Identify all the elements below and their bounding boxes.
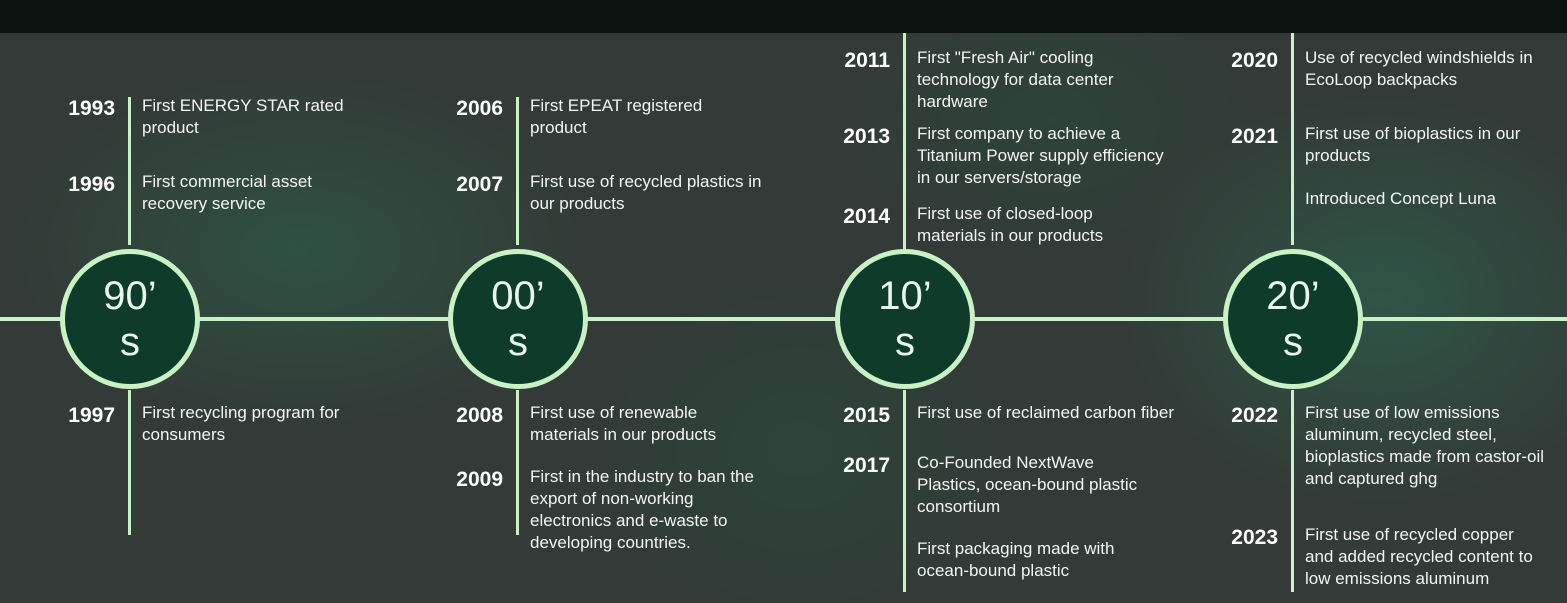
- event-line: products: [1305, 145, 1520, 167]
- event-line: First commercial asset: [142, 171, 312, 193]
- event-year: 1997: [45, 404, 115, 428]
- event-line: export of non-working: [530, 488, 754, 510]
- decade-badge: 20’s: [1223, 249, 1363, 389]
- connector: [128, 390, 131, 535]
- event-year: 2017: [820, 454, 890, 478]
- decade-badge: 10’s: [835, 249, 975, 389]
- decade-label: s: [840, 319, 970, 365]
- event-year: 2014: [820, 205, 890, 229]
- event-year: 2022: [1208, 404, 1278, 428]
- event-line: First use of recycled copper: [1305, 524, 1533, 546]
- event-line: product: [530, 117, 702, 139]
- connector: [516, 97, 519, 245]
- event-line: developing countries.: [530, 532, 754, 554]
- decade-label: 10’: [840, 273, 970, 319]
- event-line: EcoLoop backpacks: [1305, 69, 1533, 91]
- event-line: product: [142, 117, 344, 139]
- event-line: consumers: [142, 424, 339, 446]
- decade-label: s: [453, 319, 583, 365]
- event-line: and captured ghg: [1305, 468, 1544, 490]
- event-line: recovery service: [142, 193, 312, 215]
- event-line: electronics and e-waste to: [530, 510, 754, 532]
- event-line: First in the industry to ban the: [530, 466, 754, 488]
- event-year: 2007: [433, 173, 503, 197]
- event-year: 2008: [433, 404, 503, 428]
- event-line: Titanium Power supply efficiency: [917, 145, 1164, 167]
- decade-badge: 90’s: [60, 249, 200, 389]
- event-line: and added recycled content to: [1305, 546, 1533, 568]
- decade-label: s: [1228, 319, 1358, 365]
- event-line: Use of recycled windshields in: [1305, 47, 1533, 69]
- connector: [1291, 390, 1294, 592]
- event-year: 2015: [820, 404, 890, 428]
- event-line: First use of reclaimed carbon fiber: [917, 402, 1174, 424]
- event-line: First use of closed-loop: [917, 203, 1103, 225]
- event-line: Introduced Concept Luna: [1305, 188, 1496, 210]
- connector: [903, 33, 906, 250]
- connector: [903, 390, 906, 592]
- event-year: 2023: [1208, 526, 1278, 550]
- event-line: materials in our products: [530, 424, 716, 446]
- event-line: technology for data center: [917, 69, 1114, 91]
- event-year: 2020: [1208, 49, 1278, 73]
- event-text: First use of reclaimed carbon fiber: [917, 402, 1174, 424]
- event-line: First company to achieve a: [917, 123, 1164, 145]
- event-line: First use of recycled plastics in: [530, 171, 761, 193]
- event-line: aluminum, recycled steel,: [1305, 424, 1544, 446]
- event-year: 1996: [45, 173, 115, 197]
- timeline: 90’s1993First ENERGY STAR ratedproduct19…: [0, 0, 1567, 603]
- event-line: hardware: [917, 91, 1114, 113]
- event-line: Co-Founded NextWave: [917, 452, 1137, 474]
- event-line: materials in our products: [917, 225, 1103, 247]
- event-line: our products: [530, 193, 761, 215]
- event-year: 1993: [45, 97, 115, 121]
- event-year: 2006: [433, 97, 503, 121]
- event-year: 2009: [433, 468, 503, 492]
- event-line: First ENERGY STAR rated: [142, 95, 344, 117]
- top-bar: [0, 0, 1567, 33]
- event-year: 2011: [820, 49, 890, 73]
- decade-label: 90’: [65, 273, 195, 319]
- decade-label: 20’: [1228, 273, 1358, 319]
- event-line: Plastics, ocean-bound plastic: [917, 474, 1137, 496]
- event-line: ocean-bound plastic: [917, 560, 1114, 582]
- decade-badge: 00’s: [448, 249, 588, 389]
- event-line: consortium: [917, 496, 1137, 518]
- event-line: First packaging made with: [917, 538, 1114, 560]
- decade-label: 00’: [453, 273, 583, 319]
- event-line: First recycling program for: [142, 402, 339, 424]
- event-line: low emissions aluminum: [1305, 568, 1533, 590]
- event-line: in our servers/storage: [917, 167, 1164, 189]
- event-line: First EPEAT registered: [530, 95, 702, 117]
- event-line: First use of low emissions: [1305, 402, 1544, 424]
- decade-label: s: [65, 319, 195, 365]
- connector: [516, 390, 519, 535]
- event-line: First "Fresh Air" cooling: [917, 47, 1114, 69]
- event-line: bioplastics made from castor-oil: [1305, 446, 1544, 468]
- event-text: Introduced Concept Luna: [1305, 188, 1496, 210]
- event-year: 2021: [1208, 125, 1278, 149]
- connector: [128, 97, 131, 245]
- connector: [1291, 33, 1294, 245]
- event-line: First use of bioplastics in our: [1305, 123, 1520, 145]
- event-line: First use of renewable: [530, 402, 716, 424]
- event-year: 2013: [820, 125, 890, 149]
